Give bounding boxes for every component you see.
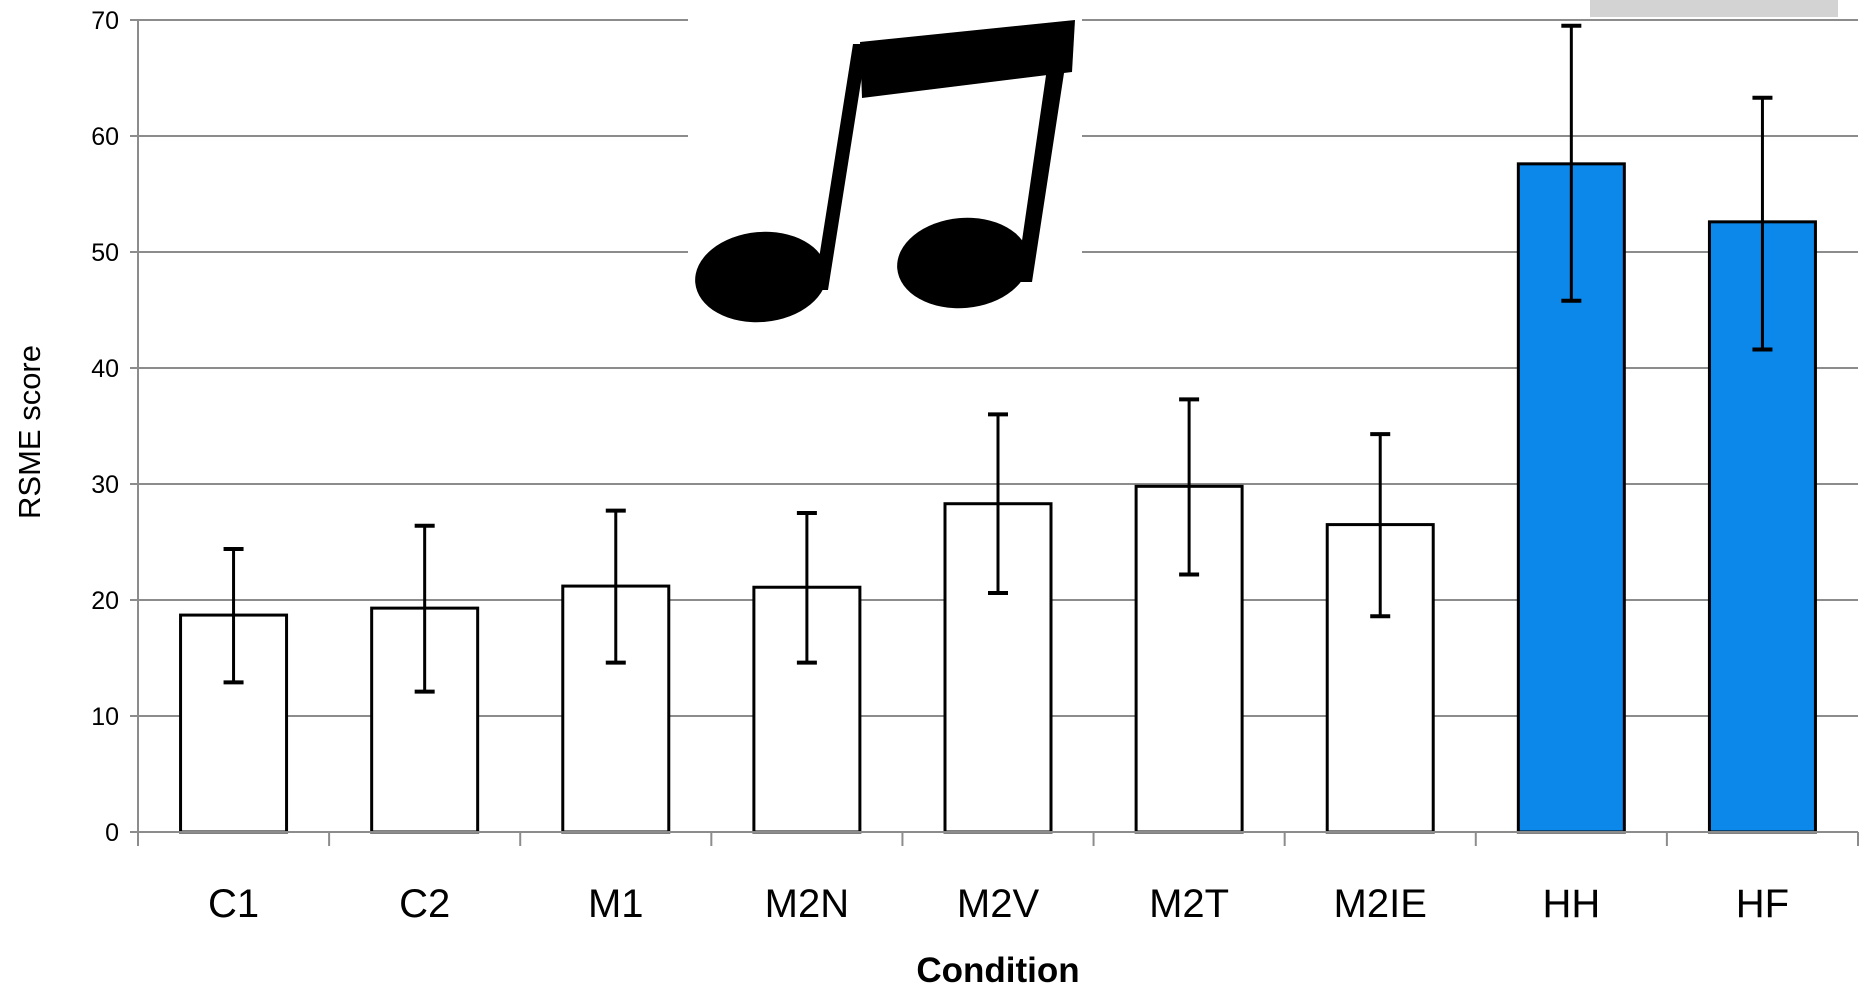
y-tick-label: 30 [91,471,119,499]
y-tick-label: 0 [105,819,119,847]
y-tick-label: 70 [91,7,119,35]
x-tick-label-m2n: M2N [765,882,849,926]
x-tick-label-m2v: M2V [957,882,1040,926]
axes: 0 10 20 30 40 50 60 70 C1 C2 M1 M2N M2V M2T M2IE HH HF [91,7,1859,926]
y-tick-label: 40 [91,355,119,383]
corner-shape [1590,0,1838,17]
y-tick-label: 50 [91,239,119,267]
x-tick-label-c1: C1 [208,882,259,926]
x-tick-label-hh: HH [1542,882,1600,926]
y-tick-label: 20 [91,587,119,615]
y-tick-label: 10 [91,703,119,731]
error-bars [223,23,1773,694]
y-axis-title: RSME score [12,345,47,519]
x-tick-label-m1: M1 [588,882,644,926]
x-tick-label-c2: C2 [399,882,450,926]
music-note-icon [688,18,1082,333]
x-tick-label-m2t: M2T [1149,882,1229,926]
y-tick-label: 60 [91,123,119,151]
x-tick-label-m2ie: M2IE [1334,882,1427,926]
x-axis-title: Condition [916,951,1079,989]
x-tick-label-hf: HF [1736,882,1789,926]
